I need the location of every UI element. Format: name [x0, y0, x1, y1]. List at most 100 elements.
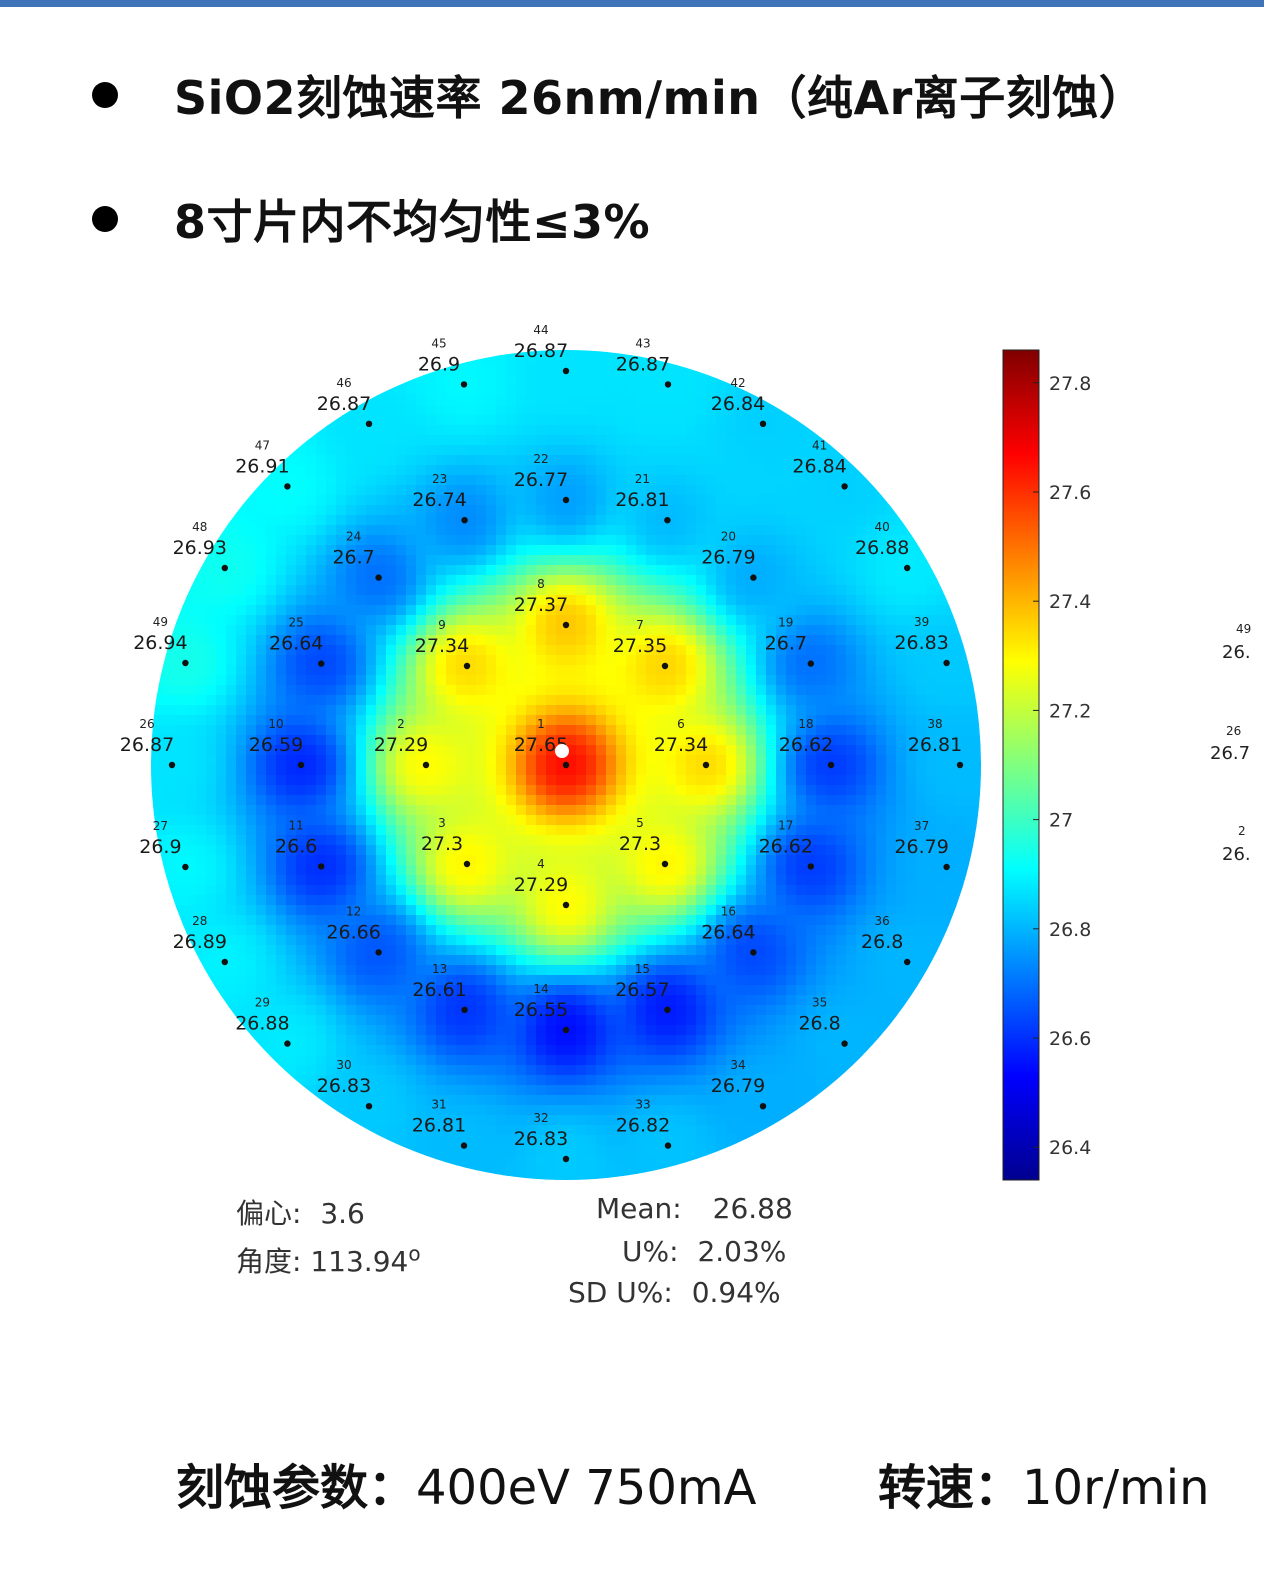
stat-eccentricity-value: 3.6: [320, 1197, 365, 1230]
measurement-point-index: 30: [336, 1058, 351, 1072]
measurement-point-value: 26.93: [173, 537, 227, 559]
stat-sdu-label: SD U%:: [568, 1276, 673, 1309]
wafer-uniformity-map: 127.65227.29327.3427.29527.3627.34727.35…: [120, 323, 1091, 1181]
measurement-point-index: 22: [533, 452, 548, 466]
measurement-point-value: 27.37: [514, 594, 568, 616]
stat-eccentricity: 偏心: 3.6: [236, 1192, 365, 1232]
measurement-point-dot: [759, 1103, 767, 1110]
measurement-point-dot: [661, 662, 669, 670]
colorbar-tick-label: 26.4: [1049, 1137, 1091, 1159]
stat-angle-label: 角度:: [236, 1245, 302, 1278]
measurement-point-dot: [562, 621, 570, 629]
measurement-point-value: 26.61: [412, 979, 466, 1001]
colorbar: [1002, 349, 1040, 1181]
measurement-point-dot: [661, 860, 669, 868]
measurement-point-index: 17: [778, 818, 793, 832]
measurement-point-value: 26.79: [701, 547, 755, 569]
top-accent-bar: [0, 0, 1264, 7]
measurement-points: 127.65227.29327.3427.29527.3627.34727.35…: [120, 323, 964, 1163]
measurement-point-value: 26.9: [139, 836, 181, 858]
colorbar-tick-label: 27.8: [1049, 373, 1091, 395]
measurement-point-dot: [664, 381, 672, 388]
measurement-point-index: 43: [635, 336, 650, 350]
measurement-point-value: 26.94: [133, 632, 187, 654]
measurement-point-index: 49: [153, 615, 168, 629]
measurement-point-value: 27.35: [613, 635, 667, 657]
measurement-point-dot: [562, 496, 570, 504]
measurement-point-index: 44: [533, 323, 548, 337]
measurement-point-index: 7: [636, 618, 644, 632]
center-marker: [555, 744, 569, 758]
measurement-point-index: 48: [192, 520, 207, 534]
measurement-point-value: 26.81: [412, 1115, 466, 1137]
measurement-point-value: 26.79: [711, 1075, 765, 1097]
degree-mark: o: [408, 1241, 421, 1266]
stat-sdu: SD U%: 0.94%: [568, 1276, 781, 1309]
measurement-point-dot: [422, 761, 430, 769]
measurement-point-dot: [807, 863, 814, 870]
measurement-point-dot: [904, 958, 911, 966]
measurement-point-dot: [956, 761, 964, 769]
measurement-point-value: 27.34: [654, 734, 708, 756]
measurement-point-value: 26.91: [235, 455, 289, 477]
measurement-point-dot: [750, 949, 757, 956]
measurement-point-index: 31: [431, 1098, 446, 1112]
measurement-point-index: 16: [721, 904, 736, 918]
measurement-point-dot: [375, 574, 382, 581]
measurement-point-dot: [943, 863, 950, 871]
measurement-point-dot: [461, 1006, 468, 1013]
etch-params-value: 400eV 750mA: [416, 1460, 757, 1516]
measurement-point-index: 38: [927, 717, 942, 731]
measurement-point-index: 25: [289, 616, 304, 630]
measurement-point-dot: [182, 659, 189, 667]
measurement-point-dot: [460, 381, 468, 388]
bullet-etch-rate: SiO2刻蚀速率 26nm/min（纯Ar离子刻蚀）: [92, 62, 1145, 128]
measurement-point-index: 11: [289, 818, 304, 832]
measurement-point-value: 26.88: [235, 1013, 289, 1035]
measurement-point-value: 26.59: [249, 734, 303, 756]
measurement-point-value: 26.88: [855, 537, 909, 559]
edge-partial-label: 26.: [1222, 642, 1251, 663]
measurement-point-index: 4: [537, 857, 545, 871]
edge-partial-label: 26.7: [1210, 743, 1251, 764]
stat-eccentricity-label: 偏心:: [236, 1197, 302, 1230]
bullet-dot: [92, 82, 118, 108]
measurement-point-dot: [562, 901, 570, 909]
colorbar-tick-label: 27.4: [1049, 591, 1091, 613]
edge-partial-label: 26: [1226, 724, 1242, 738]
measurement-point-index: 29: [255, 996, 270, 1010]
measurement-point-index: 35: [812, 996, 827, 1010]
measurement-point-dot: [182, 863, 189, 871]
measurement-point-dot: [904, 564, 911, 572]
etch-params: 刻蚀参数：400eV 750mA: [176, 1448, 756, 1518]
measurement-point-index: 42: [730, 376, 745, 390]
measurement-point-value: 26.87: [514, 340, 568, 362]
measurement-point-index: 40: [875, 520, 890, 534]
measurement-point-index: 39: [914, 615, 929, 629]
measurement-point-index: 33: [635, 1098, 650, 1112]
measurement-point-index: 1: [537, 717, 545, 731]
measurement-point-index: 34: [730, 1058, 745, 1072]
measurement-point-value: 26.9: [418, 353, 460, 375]
measurement-point-dot: [943, 659, 950, 667]
stat-u-value: 2.03%: [697, 1235, 787, 1268]
measurement-point-value: 26.57: [615, 979, 669, 1001]
bullet-text-uniformity: 8寸片内不均匀性≤3%: [174, 195, 651, 249]
stat-mean: Mean: 26.88: [596, 1192, 793, 1225]
measurement-point-index: 41: [812, 438, 827, 452]
stat-u-label: U%:: [622, 1235, 679, 1268]
stat-sdu-value: 0.94%: [691, 1276, 781, 1309]
measurement-point-index: 18: [798, 717, 813, 731]
measurement-point-index: 13: [432, 962, 447, 976]
colorbar-tick-label: 27: [1049, 810, 1073, 832]
measurement-point-dot: [460, 1142, 468, 1149]
measurement-point-dot: [297, 761, 305, 769]
edge-partial-label: 49: [1236, 622, 1252, 636]
colorbar-ticks: 27.8 27.6 27.4 27.2 27 26.8 26.6 26.4: [1033, 373, 1091, 1159]
measurement-point-dot: [365, 420, 373, 427]
measurement-point-value: 26.84: [711, 393, 765, 415]
measurement-point-dot: [375, 949, 382, 956]
stat-u: U%: 2.03%: [622, 1235, 786, 1268]
measurement-point-dot: [221, 958, 228, 966]
measurement-point-value: 26.62: [779, 734, 833, 756]
